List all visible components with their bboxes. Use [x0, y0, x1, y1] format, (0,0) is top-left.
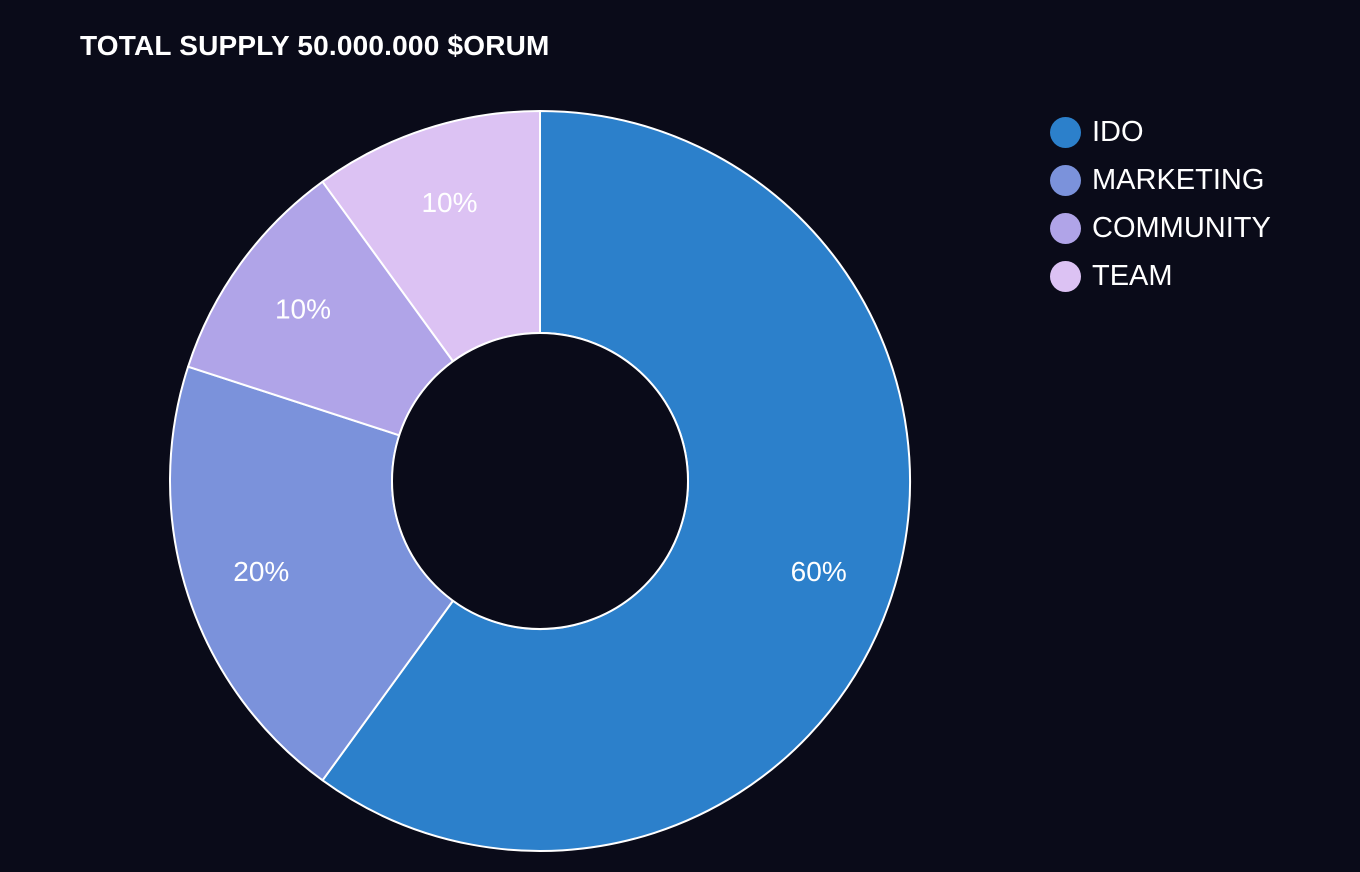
legend-label-marketing: MARKETING	[1092, 163, 1265, 196]
slice-label-ido: 60%	[791, 556, 847, 587]
legend-swatch-community	[1050, 212, 1081, 244]
legend-label-ido: IDO	[1092, 115, 1144, 148]
legend-label-community: COMMUNITY	[1092, 211, 1271, 244]
legend-item-marketing[interactable]: MARKETING	[1050, 156, 1271, 204]
chart-legend: IDO MARKETING COMMUNITY TEAM	[1050, 108, 1271, 300]
legend-item-team[interactable]: TEAM	[1050, 252, 1271, 300]
legend-label-team: TEAM	[1092, 259, 1173, 292]
legend-swatch-ido	[1050, 116, 1081, 148]
legend-swatch-marketing	[1050, 164, 1081, 196]
legend-swatch-team	[1050, 260, 1081, 292]
slice-label-marketing: 20%	[233, 556, 289, 587]
legend-item-ido[interactable]: IDO	[1050, 108, 1271, 156]
slice-label-community: 10%	[275, 293, 331, 324]
chart-title: TOTAL SUPPLY 50.000.000 $ORUM	[80, 30, 550, 61]
legend-item-community[interactable]: COMMUNITY	[1050, 204, 1271, 252]
donut-hole	[391, 332, 689, 630]
slice-label-team: 10%	[421, 187, 477, 218]
